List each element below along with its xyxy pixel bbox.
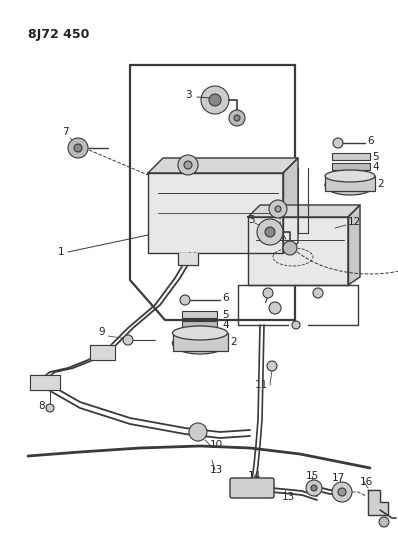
Text: 4: 4 [372, 162, 378, 172]
Circle shape [311, 485, 317, 491]
Text: 6: 6 [222, 293, 228, 303]
Polygon shape [30, 375, 60, 390]
Polygon shape [148, 158, 298, 173]
Text: 1: 1 [58, 247, 64, 257]
Circle shape [269, 200, 287, 218]
FancyBboxPatch shape [182, 311, 217, 318]
Circle shape [74, 144, 82, 152]
Circle shape [269, 302, 281, 314]
Text: 11: 11 [255, 380, 268, 390]
Polygon shape [348, 205, 360, 285]
Circle shape [201, 86, 229, 114]
Text: 2: 2 [230, 337, 237, 347]
Ellipse shape [325, 170, 375, 182]
Circle shape [209, 94, 221, 106]
Circle shape [332, 482, 352, 502]
Polygon shape [178, 253, 198, 265]
FancyBboxPatch shape [230, 478, 274, 498]
Circle shape [234, 115, 240, 121]
Circle shape [283, 241, 297, 255]
Text: 2: 2 [377, 179, 384, 189]
Circle shape [313, 288, 323, 298]
Polygon shape [283, 158, 298, 253]
Text: 3: 3 [248, 215, 255, 225]
Text: 14: 14 [248, 471, 261, 481]
FancyBboxPatch shape [173, 333, 228, 351]
Circle shape [178, 155, 198, 175]
Text: 4: 4 [222, 320, 228, 330]
Text: 10: 10 [210, 440, 223, 450]
Polygon shape [248, 205, 360, 217]
Circle shape [123, 335, 133, 345]
Polygon shape [90, 345, 115, 360]
FancyBboxPatch shape [182, 321, 217, 328]
Text: 3: 3 [185, 90, 191, 100]
Polygon shape [148, 173, 283, 253]
Circle shape [338, 488, 346, 496]
Circle shape [184, 161, 192, 169]
Text: 16: 16 [360, 477, 373, 487]
Text: 8J72 450: 8J72 450 [28, 28, 90, 41]
Circle shape [275, 206, 281, 212]
Text: 5: 5 [372, 152, 378, 162]
Circle shape [292, 321, 300, 329]
FancyBboxPatch shape [325, 176, 375, 191]
Text: 9: 9 [98, 327, 105, 337]
Text: 17: 17 [332, 473, 345, 483]
Circle shape [263, 288, 273, 298]
Circle shape [68, 138, 88, 158]
Circle shape [333, 138, 343, 148]
Circle shape [257, 219, 283, 245]
Text: 7: 7 [262, 295, 269, 305]
Text: 7: 7 [62, 127, 68, 137]
Text: 13: 13 [210, 465, 223, 475]
Circle shape [189, 423, 207, 441]
Circle shape [306, 480, 322, 496]
Ellipse shape [325, 175, 375, 195]
Circle shape [379, 517, 389, 527]
FancyBboxPatch shape [332, 163, 370, 170]
Circle shape [180, 295, 190, 305]
Circle shape [229, 110, 245, 126]
Circle shape [267, 361, 277, 371]
Text: 8: 8 [38, 401, 45, 411]
Text: 5: 5 [222, 310, 228, 320]
FancyBboxPatch shape [332, 153, 370, 160]
Text: 6: 6 [367, 136, 374, 146]
Text: 15: 15 [306, 471, 319, 481]
Polygon shape [248, 217, 348, 285]
Ellipse shape [172, 332, 228, 354]
Ellipse shape [172, 326, 228, 340]
Text: 13: 13 [282, 492, 295, 502]
Circle shape [46, 404, 54, 412]
Circle shape [265, 227, 275, 237]
Polygon shape [368, 490, 388, 515]
Text: 12: 12 [348, 217, 361, 227]
